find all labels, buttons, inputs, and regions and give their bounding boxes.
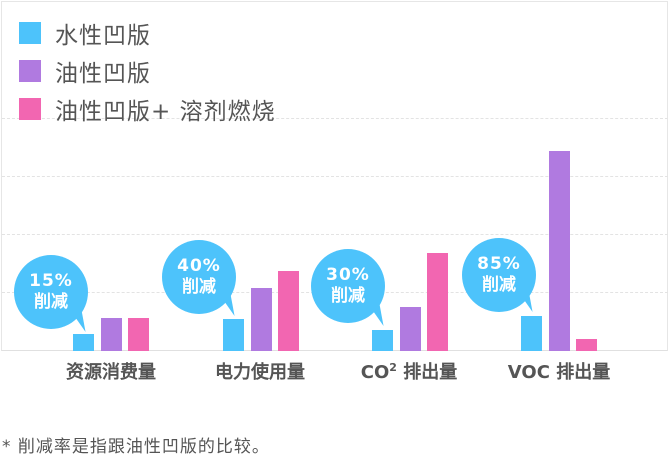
legend-swatch-purple <box>19 60 41 82</box>
bar <box>73 334 94 351</box>
bubble-text: 削减 <box>331 286 365 306</box>
legend-swatch-blue <box>19 22 41 44</box>
bar <box>223 319 244 351</box>
reduction-bubble: 30% 削减 <box>311 249 385 323</box>
bubble-percent: 30% <box>326 265 370 285</box>
bubble-text: 削减 <box>34 292 68 312</box>
reduction-bubble: 85% 削减 <box>462 238 536 312</box>
bar <box>101 318 122 351</box>
legend: 水性凹版 油性凹版 油性凹版+ 溶剂燃烧 <box>19 14 276 128</box>
bubble-percent: 15% <box>29 271 73 291</box>
category-label-electricity: 电力使用量 <box>215 362 305 383</box>
legend-label: 油性凹版+ 溶剂燃烧 <box>55 99 276 125</box>
bubble-text: 削减 <box>482 275 516 295</box>
bar <box>427 253 448 351</box>
category-label-voc: VOC 排出量 <box>507 362 611 383</box>
footnote: * 削减率是指跟油性凹版的比较。 <box>2 437 270 457</box>
bar <box>128 318 149 351</box>
reduction-bubble: 40% 削减 <box>162 240 236 314</box>
legend-item-oil-based: 油性凹版 <box>19 52 276 90</box>
co2-text: CO <box>360 362 390 383</box>
bubble-percent: 40% <box>177 256 221 276</box>
legend-swatch-pink <box>19 98 41 120</box>
bar <box>372 330 393 351</box>
reduction-bubble: 15% 削减 <box>14 255 88 329</box>
bar <box>278 271 299 351</box>
gridline <box>2 118 668 119</box>
legend-label: 水性凹版 <box>55 23 151 49</box>
gridline <box>2 234 668 235</box>
category-label-resource: 资源消费量 <box>66 362 156 383</box>
bubble-percent: 85% <box>477 254 521 274</box>
legend-label: 油性凹版 <box>55 61 151 87</box>
legend-item-water-based: 水性凹版 <box>19 14 276 52</box>
gridline <box>2 176 668 177</box>
bar <box>251 288 272 351</box>
bar <box>400 307 421 351</box>
co2-subscript: 2 <box>389 361 397 374</box>
bar <box>576 339 597 351</box>
category-label-co2: CO2 排出量 <box>334 358 484 384</box>
legend-item-oil-solvent: 油性凹版+ 溶剂燃烧 <box>19 90 276 128</box>
co2-suffix: 排出量 <box>396 362 458 383</box>
bar <box>521 316 542 351</box>
bubble-text: 削减 <box>182 277 216 297</box>
bar <box>549 151 570 351</box>
